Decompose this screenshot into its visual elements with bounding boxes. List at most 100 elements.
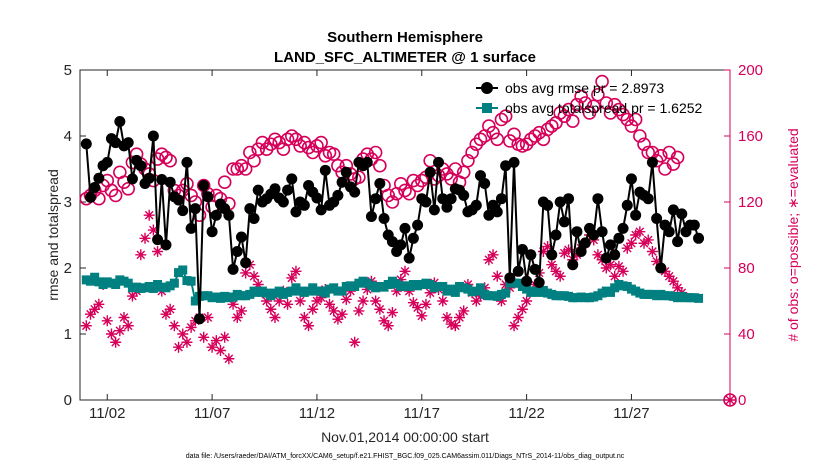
rmse-point bbox=[223, 209, 235, 221]
obs-evaluated-point bbox=[407, 297, 419, 309]
obs-evaluated-point bbox=[126, 290, 138, 302]
obs-evaluated-point bbox=[206, 341, 218, 353]
obs-possible-point bbox=[293, 139, 307, 153]
rmse-point bbox=[80, 138, 92, 150]
obs-possible-point bbox=[159, 150, 173, 165]
rmse-point bbox=[349, 186, 361, 198]
obs-possible-point bbox=[251, 142, 266, 156]
obs-evaluated-point bbox=[269, 312, 281, 323]
rmse-point bbox=[386, 236, 398, 248]
obs-evaluated-point bbox=[504, 282, 516, 294]
obs-evaluated-point bbox=[495, 295, 507, 307]
obs-possible-point bbox=[503, 134, 517, 148]
rmse-point bbox=[378, 213, 390, 224]
rmse-point bbox=[156, 174, 168, 186]
rmse-point bbox=[374, 178, 386, 190]
obs-evaluated-zero-point bbox=[724, 394, 736, 406]
rmse-point bbox=[227, 263, 239, 275]
rmse-point bbox=[194, 313, 206, 325]
obs-evaluated-point bbox=[672, 282, 684, 294]
obs-possible-point bbox=[326, 147, 341, 161]
obs-possible-point bbox=[352, 170, 366, 185]
obs-possible-zero-point bbox=[723, 393, 737, 407]
obs-evaluated-point bbox=[646, 246, 658, 257]
obs-possible-point bbox=[595, 74, 609, 89]
obs-evaluated-point bbox=[139, 232, 151, 244]
obs-possible-point bbox=[402, 186, 416, 201]
obs-possible-point bbox=[238, 162, 253, 176]
rmse-point bbox=[567, 259, 579, 271]
rmse-point bbox=[588, 229, 600, 241]
obs-evaluated-point bbox=[315, 292, 327, 304]
obs-evaluated-point bbox=[303, 320, 315, 332]
rmse-point bbox=[529, 263, 541, 275]
rmse-point bbox=[185, 222, 197, 234]
spread-point bbox=[475, 283, 485, 293]
obs-evaluated-point bbox=[441, 312, 453, 323]
rmse-point bbox=[206, 226, 218, 238]
rmse-point bbox=[110, 137, 122, 149]
rmse-point bbox=[269, 183, 281, 195]
rmse-point bbox=[365, 211, 377, 223]
legend-label-spread: obs avg totalspread pr = 1.6252 bbox=[505, 100, 703, 116]
obs-possible-point bbox=[247, 153, 261, 168]
rmse-point bbox=[290, 206, 302, 218]
rmse-point bbox=[533, 277, 545, 289]
obs-possible-point bbox=[108, 188, 123, 203]
obs-possible-point bbox=[654, 149, 668, 163]
spread-point bbox=[178, 265, 188, 275]
rmse-point bbox=[546, 249, 558, 261]
rmse-point bbox=[542, 199, 554, 211]
legend-label-rmse: obs avg rmse pr = 2.8973 bbox=[505, 80, 664, 96]
obs-evaluated-point bbox=[458, 305, 470, 317]
obs-possible-point bbox=[498, 109, 513, 123]
legend-marker-spread bbox=[482, 103, 492, 113]
obs-evaluated-point bbox=[667, 275, 679, 287]
rmse-point bbox=[508, 156, 520, 168]
spread-point bbox=[111, 280, 121, 289]
rmse-point bbox=[554, 196, 566, 208]
rmse-point bbox=[240, 257, 252, 269]
obs-evaluated-point bbox=[261, 295, 273, 307]
obs-evaluated-point bbox=[378, 315, 390, 327]
rmse-point bbox=[198, 180, 210, 191]
obs-possible-point bbox=[163, 153, 177, 168]
obs-evaluated-point bbox=[374, 303, 386, 315]
rmse-point bbox=[152, 234, 164, 246]
obs-possible-point bbox=[582, 106, 597, 120]
obs-possible-point bbox=[666, 157, 681, 171]
obs-possible-point bbox=[234, 158, 249, 173]
obs-evaluated-point bbox=[118, 312, 130, 323]
obs-evaluated-point bbox=[332, 313, 344, 325]
y-axis-label-right: # of obs: o=possible; ∗=evaluated bbox=[785, 128, 801, 341]
obs-possible-point bbox=[641, 145, 656, 160]
obs-evaluated-point bbox=[491, 270, 503, 282]
obs-evaluated-point bbox=[399, 265, 411, 277]
obs-possible-point bbox=[310, 139, 324, 153]
obs-evaluated-point bbox=[592, 249, 604, 261]
obs-possible-point bbox=[565, 114, 580, 128]
obs-evaluated-point bbox=[508, 320, 520, 332]
rmse-point bbox=[625, 173, 637, 185]
rmse-point bbox=[521, 275, 533, 287]
obs-possible-point bbox=[318, 149, 333, 163]
y-tick-label: 2 bbox=[64, 260, 72, 277]
obs-evaluated-point bbox=[386, 307, 398, 319]
obs-possible-point bbox=[217, 175, 232, 189]
obs-possible-point bbox=[184, 188, 198, 203]
obs-evaluated-point bbox=[554, 270, 566, 282]
obs-possible-point bbox=[289, 132, 303, 147]
rmse-point bbox=[667, 204, 679, 216]
legend-marker-rmse bbox=[481, 82, 493, 94]
obs-evaluated-point bbox=[449, 320, 461, 332]
x-tick-label: 11/22 bbox=[508, 405, 544, 422]
x-tick-label: 11/17 bbox=[404, 405, 440, 422]
obs-evaluated-point bbox=[164, 303, 176, 315]
y-axis-label: rmse and totalspread bbox=[45, 169, 61, 301]
rmse-point bbox=[646, 156, 658, 168]
obs-possible-point bbox=[284, 129, 299, 143]
rmse-point bbox=[315, 204, 327, 216]
obs-possible-point bbox=[486, 125, 500, 140]
obs-possible-point bbox=[528, 129, 542, 143]
